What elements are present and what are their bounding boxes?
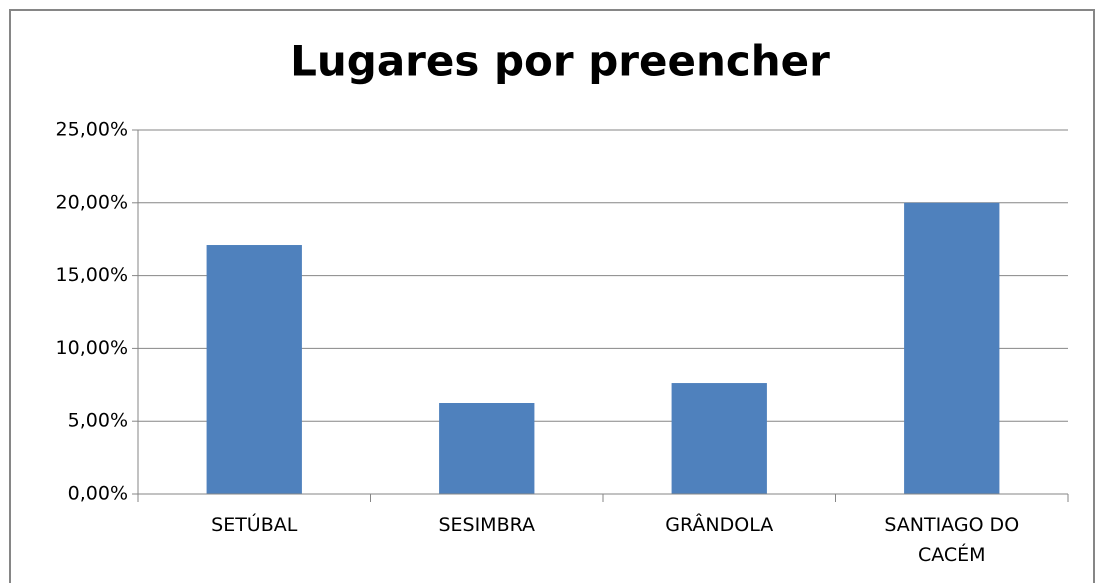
x-tick-label: SANTIAGO DO CACÉM bbox=[884, 514, 1020, 566]
bar bbox=[671, 383, 767, 494]
bar bbox=[439, 403, 535, 494]
bar bbox=[206, 245, 302, 494]
x-tick-label: GRÂNDOLA bbox=[665, 514, 774, 536]
y-tick-label: 5,00% bbox=[68, 410, 128, 432]
y-tick-label: 25,00% bbox=[56, 119, 128, 141]
y-tick-label: 0,00% bbox=[68, 483, 128, 505]
y-tick-label: 20,00% bbox=[56, 191, 128, 213]
y-tick-label: 10,00% bbox=[56, 337, 128, 359]
chart-title: Lugares por preencher bbox=[290, 37, 830, 86]
y-tick-label: 15,00% bbox=[56, 264, 128, 286]
x-tick-label: SESIMBRA bbox=[438, 514, 536, 536]
bar bbox=[904, 202, 1000, 495]
x-tick-label: SETÚBAL bbox=[211, 514, 298, 536]
